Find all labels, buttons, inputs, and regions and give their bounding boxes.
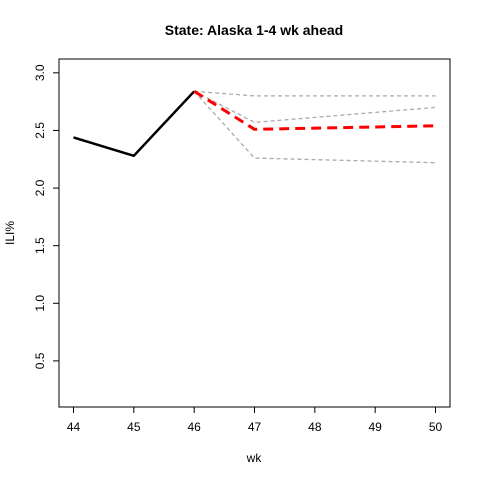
y-tick-label: 3.0 bbox=[33, 64, 47, 81]
y-axis: 0.5 1.0 1.5 2.0 2.5 3.0 bbox=[33, 64, 59, 369]
series-layer bbox=[73, 90, 436, 164]
forecast-line bbox=[193, 90, 436, 131]
y-axis-label: ILI% bbox=[3, 221, 17, 245]
x-tick-label: 49 bbox=[368, 420, 382, 434]
y-tick-label: 2.0 bbox=[33, 179, 47, 196]
chart-title: State: Alaska 1-4 wk ahead bbox=[165, 22, 343, 38]
x-axis: 44 45 46 47 48 49 50 bbox=[67, 407, 443, 434]
x-tick-label: 48 bbox=[308, 420, 322, 434]
x-axis-label: wk bbox=[246, 451, 263, 465]
y-tick-label: 1.0 bbox=[33, 295, 47, 312]
x-tick-label: 46 bbox=[187, 420, 201, 434]
observed-line bbox=[73, 90, 196, 158]
interval-line bbox=[193, 90, 436, 124]
x-tick-label: 47 bbox=[248, 420, 262, 434]
interval-line bbox=[194, 90, 436, 97]
interval-line bbox=[193, 90, 436, 164]
x-tick-label: 45 bbox=[127, 420, 141, 434]
y-tick-label: 1.5 bbox=[33, 237, 47, 254]
x-tick-label: 44 bbox=[67, 420, 81, 434]
y-tick-label: 0.5 bbox=[33, 352, 47, 369]
y-tick-label: 2.5 bbox=[33, 122, 47, 139]
x-tick-label: 50 bbox=[429, 420, 443, 434]
